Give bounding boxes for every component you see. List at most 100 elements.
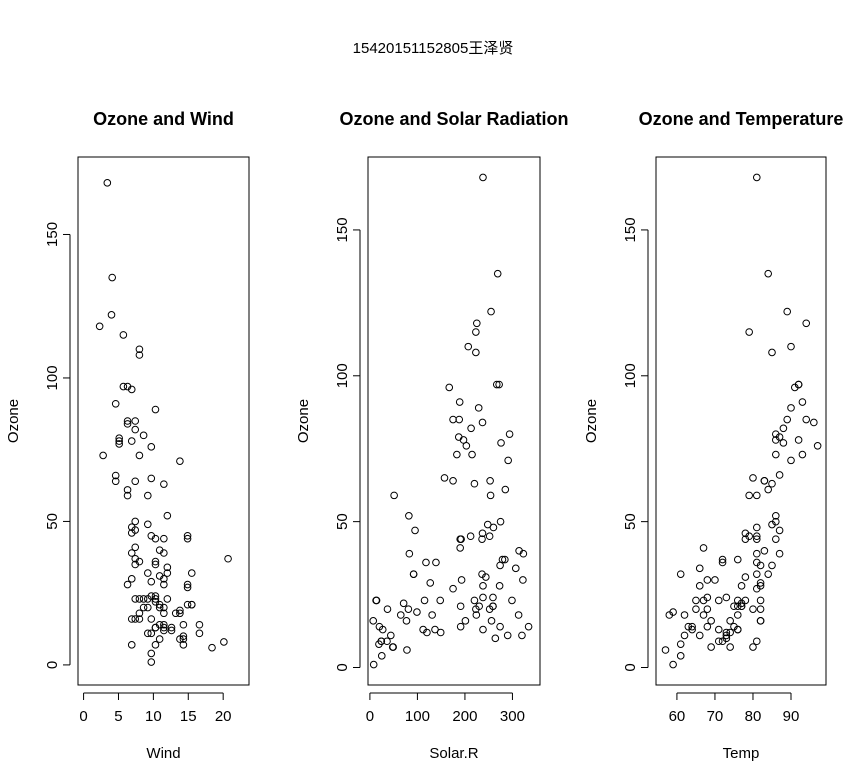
point [115, 440, 123, 448]
point [733, 596, 742, 605]
point [422, 558, 430, 567]
point [764, 269, 772, 278]
point [428, 611, 436, 619]
point [405, 549, 414, 558]
point [449, 477, 457, 485]
point [470, 596, 479, 605]
y-tick-label: 100 [334, 363, 351, 388]
point [147, 531, 156, 540]
point [456, 622, 465, 631]
point [692, 596, 700, 605]
point [409, 570, 418, 578]
point [676, 652, 685, 660]
point [127, 529, 136, 537]
point [139, 603, 148, 612]
point [151, 560, 160, 569]
point [524, 622, 533, 631]
plot-box [655, 156, 827, 686]
point [454, 433, 463, 441]
point [389, 643, 397, 651]
point [449, 415, 457, 424]
point [756, 579, 765, 587]
point [692, 605, 700, 613]
point [722, 593, 731, 602]
point [420, 596, 429, 605]
y-tick-label: 50 [334, 513, 351, 530]
point [457, 576, 466, 584]
point [745, 491, 753, 500]
point [135, 451, 144, 460]
point [495, 582, 504, 590]
point [492, 380, 501, 389]
point [139, 431, 148, 440]
point [703, 576, 712, 584]
point [676, 640, 685, 648]
point [115, 437, 123, 445]
point [163, 511, 172, 520]
point [151, 557, 160, 566]
point [139, 595, 148, 603]
point [151, 623, 160, 632]
x-axis-label: Temp [723, 745, 760, 762]
point [103, 179, 112, 187]
point [741, 596, 750, 605]
point [151, 641, 160, 649]
point [167, 623, 176, 632]
point [195, 620, 204, 629]
point [486, 491, 495, 500]
point [730, 622, 738, 631]
point [493, 269, 502, 278]
point [143, 629, 152, 638]
panel-title: Ozone and Temperature [639, 109, 844, 129]
point [456, 544, 464, 552]
point [375, 622, 384, 631]
point [813, 441, 822, 450]
point [711, 576, 719, 584]
point [163, 595, 172, 603]
point [496, 622, 504, 631]
point [127, 437, 136, 445]
point [131, 560, 140, 569]
x-tick-label: 10 [145, 708, 162, 725]
point [665, 611, 674, 619]
point [131, 477, 140, 486]
x-tick-label: 100 [405, 708, 430, 725]
point [752, 532, 761, 541]
point [783, 415, 792, 424]
point [405, 512, 413, 520]
y-tick-label: 0 [334, 663, 351, 671]
point [183, 580, 192, 589]
point [798, 398, 807, 406]
y-tick-label: 0 [44, 661, 61, 669]
point [108, 273, 116, 282]
point [179, 635, 188, 643]
panel: Ozone and Solar Radiation Solar.R Ozone 0 10… [295, 109, 569, 762]
point [707, 643, 715, 651]
point [487, 307, 495, 316]
point [411, 526, 419, 535]
point [143, 520, 152, 529]
point [160, 620, 168, 629]
plot-box [77, 156, 250, 686]
point [489, 602, 497, 611]
point [119, 331, 128, 339]
point [123, 486, 132, 494]
point [453, 450, 461, 459]
point [783, 307, 792, 316]
point [131, 595, 140, 603]
point [485, 532, 494, 541]
point [699, 544, 708, 552]
point [798, 450, 807, 459]
x-tick-label: 200 [452, 708, 477, 725]
point [737, 582, 746, 590]
y-tick-label: 0 [622, 663, 639, 671]
point [771, 535, 780, 543]
point [496, 517, 505, 526]
point [151, 592, 160, 600]
point [703, 605, 712, 613]
point [472, 328, 480, 336]
point [195, 629, 204, 638]
point [160, 623, 168, 632]
point [183, 534, 192, 543]
x-tick-label: 300 [500, 708, 525, 725]
